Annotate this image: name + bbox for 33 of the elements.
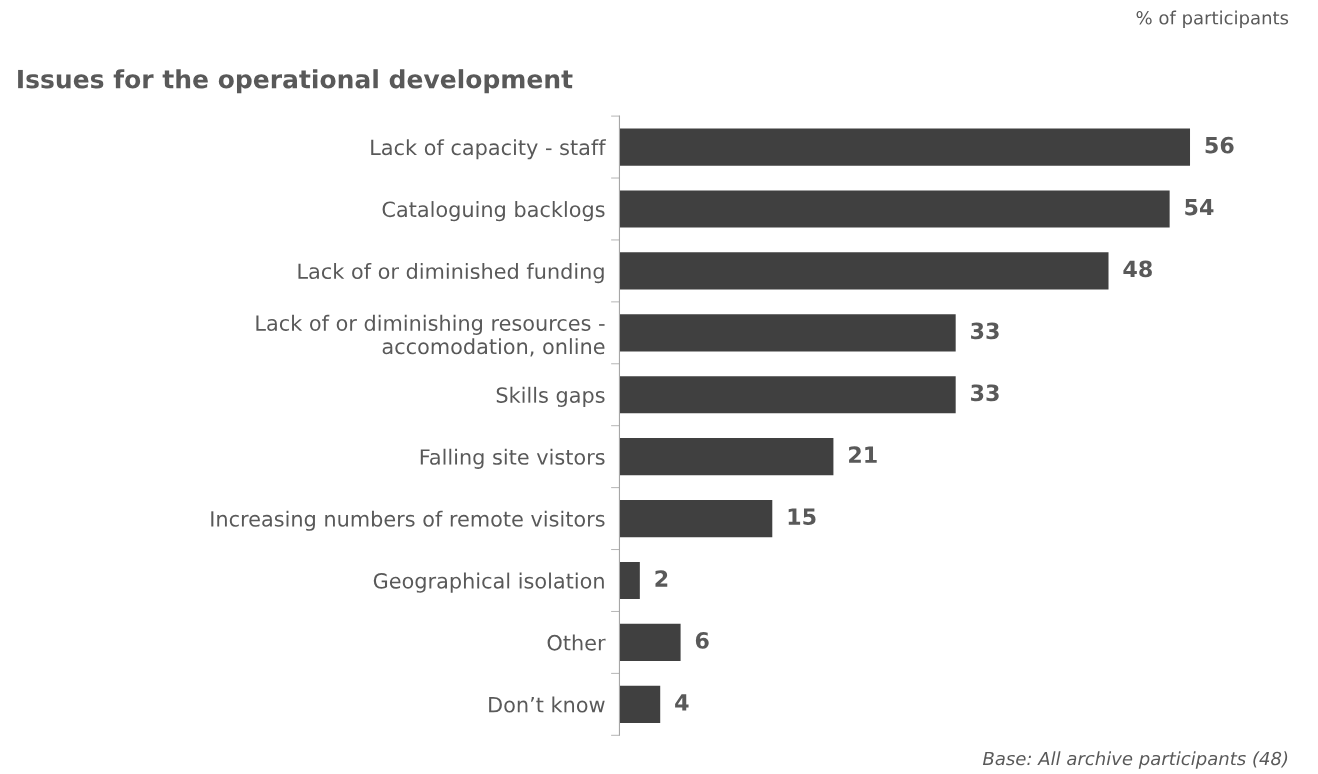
data-label: 21 bbox=[849, 446, 877, 463]
bar bbox=[619, 376, 956, 414]
data-label: 33 bbox=[971, 322, 999, 340]
y-tick-label: Skills gaps bbox=[496, 386, 605, 407]
text: Base: All archive participants (48) bbox=[982, 751, 1288, 769]
data-label: 33 bbox=[971, 384, 999, 402]
y-tick-label: Don’t know bbox=[489, 696, 605, 713]
y-tick-label: Other bbox=[547, 634, 606, 651]
y-tick-label: Lack of capacity - staff bbox=[371, 139, 606, 160]
y-tick-label: Falling site vistors bbox=[420, 448, 605, 469]
bar bbox=[619, 500, 773, 538]
bar bbox=[619, 190, 1170, 228]
y-tick-label: Lack of or diminished funding bbox=[298, 262, 604, 284]
y-tick-label: Lack of or diminishing resources - accomodation, online bbox=[256, 314, 605, 357]
bar bbox=[619, 128, 1191, 166]
y-tick-label: Geographical isolation bbox=[373, 572, 604, 593]
data-label: 6 bbox=[695, 632, 709, 649]
bar bbox=[619, 623, 681, 661]
data-label: 54 bbox=[1185, 198, 1214, 216]
bar bbox=[619, 314, 956, 352]
y-tick-label: Cataloguing backlogs bbox=[382, 201, 605, 222]
text: Issues for the operational development bbox=[18, 69, 573, 94]
data-label: 48 bbox=[1123, 260, 1152, 278]
data-label: 56 bbox=[1205, 136, 1234, 154]
data-label: 15 bbox=[788, 508, 816, 526]
bar bbox=[619, 252, 1109, 290]
data-label: 2 bbox=[655, 570, 668, 587]
bar bbox=[619, 561, 640, 600]
bar bbox=[619, 438, 834, 476]
y-tick-label: Increasing numbers of remote visitors bbox=[211, 510, 605, 531]
data-label: 4 bbox=[675, 694, 689, 711]
text: % of participants bbox=[1136, 10, 1289, 29]
bar bbox=[619, 685, 661, 723]
